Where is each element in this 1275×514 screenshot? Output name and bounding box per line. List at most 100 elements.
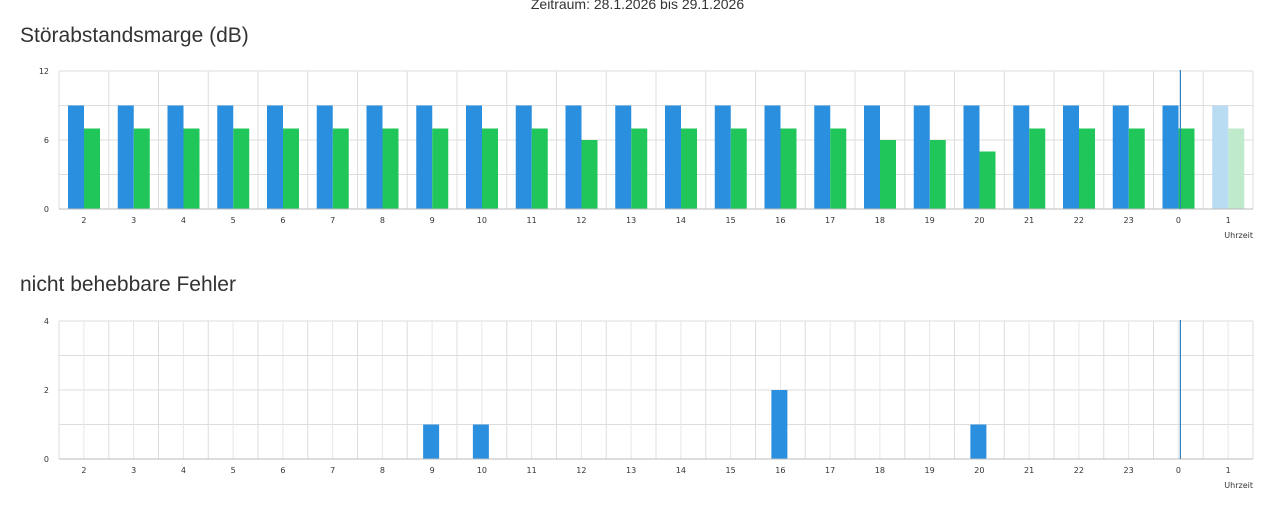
y-tick-label: 0: [44, 205, 49, 214]
x-tick-label: 4: [181, 466, 186, 475]
bar: [681, 128, 697, 209]
x-tick-label: 18: [875, 466, 885, 475]
bar: [1029, 128, 1046, 209]
x-tick-label: 21: [1024, 466, 1034, 475]
bar: [366, 105, 383, 209]
x-tick-label: 20: [974, 466, 984, 475]
x-tick-label: 20: [974, 216, 984, 225]
x-tick-label: 7: [330, 466, 335, 475]
bar: [515, 105, 532, 209]
bar: [730, 128, 747, 209]
bar: [466, 105, 482, 209]
x-tick-label: 16: [775, 216, 785, 225]
chart-title-uncorrectable-errors: nicht behebbare Fehler: [20, 273, 236, 296]
bar: [167, 105, 184, 209]
bar: [117, 105, 134, 209]
bar: [665, 105, 681, 209]
x-tick-label: 1: [1226, 466, 1231, 475]
x-tick-label: 23: [1124, 216, 1134, 225]
bar: [267, 105, 283, 209]
bar: [482, 128, 498, 209]
y-tick-label: 12: [39, 67, 49, 76]
y-tick-label: 4: [44, 317, 49, 326]
x-tick-label: 8: [380, 216, 385, 225]
x-tick-label: 2: [81, 216, 86, 225]
bar: [1128, 128, 1145, 209]
x-tick-label: 19: [925, 466, 935, 475]
x-tick-label: 3: [131, 466, 136, 475]
bar: [217, 105, 234, 209]
y-tick-label: 6: [44, 136, 49, 145]
bar: [183, 128, 200, 209]
chart-title-snr-margin: Störabstandsmarge (dB): [20, 24, 249, 47]
x-tick-label: 13: [626, 466, 636, 475]
bar: [814, 105, 831, 209]
x-tick-label: 8: [380, 466, 385, 475]
bar: [1228, 128, 1245, 209]
bar: [1212, 105, 1229, 209]
x-tick-label: 5: [231, 216, 236, 225]
bar: [880, 140, 896, 209]
x-tick-label: 1: [1226, 216, 1231, 225]
x-tick-label: 22: [1074, 466, 1084, 475]
x-tick-label: 3: [131, 216, 136, 225]
x-tick-label: 6: [280, 216, 285, 225]
bar: [316, 105, 333, 209]
bar: [423, 424, 440, 459]
bar: [531, 128, 548, 209]
bar: [133, 128, 150, 209]
period-label: Zeitraum: 28.1.2026 bis 29.1.2026: [530, 0, 745, 12]
bar: [631, 128, 648, 209]
x-tick-label: 9: [430, 216, 435, 225]
bar: [565, 105, 582, 209]
x-tick-label: 12: [576, 216, 586, 225]
bar: [714, 105, 731, 209]
x-tick-label: 18: [875, 216, 885, 225]
x-tick-label: 0: [1176, 466, 1181, 475]
bar: [1112, 105, 1129, 209]
bar: [771, 390, 788, 459]
bar: [382, 128, 399, 209]
x-tick-label: 7: [330, 216, 335, 225]
x-tick-label: 17: [825, 466, 835, 475]
bar: [864, 105, 880, 209]
bar: [1013, 105, 1030, 209]
x-tick-label: 17: [825, 216, 835, 225]
bar: [68, 105, 84, 209]
bar: [963, 105, 980, 209]
x-tick-label: 15: [726, 466, 736, 475]
x-tick-label: 4: [181, 216, 186, 225]
x-axis-label: Uhrzeit: [1224, 231, 1253, 240]
bar: [283, 128, 299, 209]
bar: [84, 128, 100, 209]
bar: [970, 424, 987, 459]
x-tick-label: 12: [576, 466, 586, 475]
bar: [581, 140, 598, 209]
y-tick-label: 0: [44, 455, 49, 464]
bar: [1079, 128, 1095, 209]
x-tick-label: 6: [280, 466, 285, 475]
bar: [830, 128, 847, 209]
x-tick-label: 19: [925, 216, 935, 225]
x-tick-label: 13: [626, 216, 636, 225]
bar: [1178, 128, 1195, 209]
x-tick-label: 22: [1074, 216, 1084, 225]
x-tick-label: 15: [726, 216, 736, 225]
x-tick-label: 5: [231, 466, 236, 475]
x-tick-label: 23: [1124, 466, 1134, 475]
bar: [1063, 105, 1079, 209]
bar: [979, 151, 996, 209]
x-tick-label: 14: [676, 466, 686, 475]
x-tick-label: 10: [477, 216, 487, 225]
x-axis-label: Uhrzeit: [1224, 481, 1253, 490]
bar: [929, 140, 946, 209]
x-tick-label: 14: [676, 216, 686, 225]
x-tick-label: 9: [430, 466, 435, 475]
bar: [615, 105, 632, 209]
bar: [1162, 105, 1179, 209]
bar: [913, 105, 930, 209]
bar: [472, 424, 489, 459]
x-tick-label: 16: [775, 466, 785, 475]
